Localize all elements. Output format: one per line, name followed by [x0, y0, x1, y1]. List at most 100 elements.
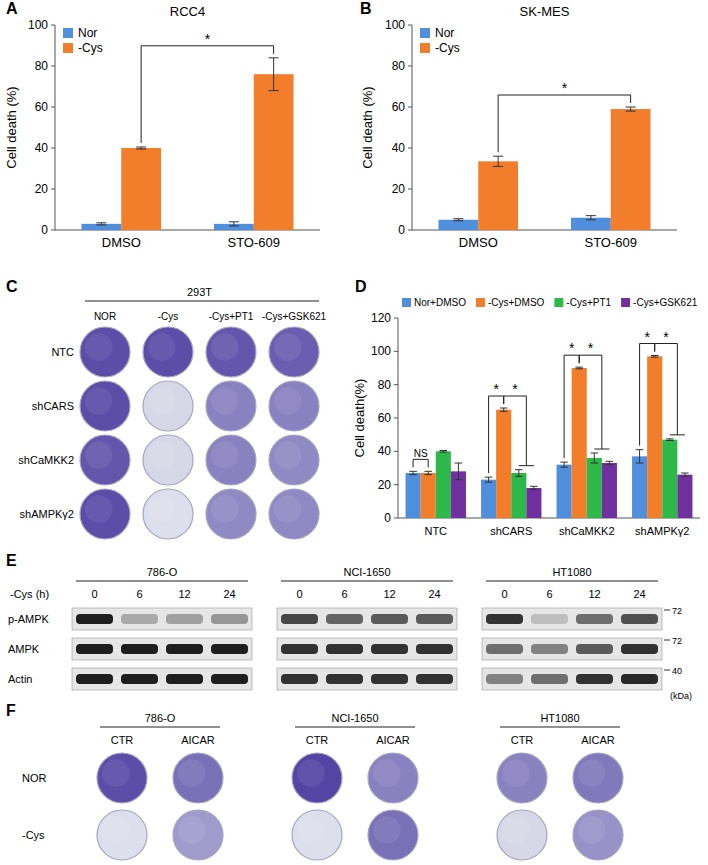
blot-band — [211, 644, 248, 654]
bar — [439, 220, 479, 230]
well-stain — [143, 489, 193, 539]
column-label: AICAR — [181, 734, 215, 746]
well — [269, 435, 319, 485]
error-bar — [440, 451, 448, 453]
panel-label: E — [6, 552, 17, 569]
y-tick — [394, 318, 398, 319]
legend-label: -Cys — [435, 41, 460, 55]
y-tick — [408, 230, 412, 231]
blot-band — [416, 614, 453, 624]
significance-label: * — [663, 329, 669, 345]
time-label: 12 — [588, 588, 600, 600]
well — [269, 327, 319, 377]
well-sheen — [148, 441, 176, 469]
well-sheen — [211, 495, 239, 523]
blot-band — [281, 614, 318, 624]
well-stain — [368, 810, 418, 860]
blot-band — [281, 644, 318, 654]
significance-bracket — [579, 355, 609, 449]
well-stain — [497, 810, 547, 860]
well-stain — [206, 381, 256, 431]
error-bar — [96, 223, 106, 225]
bar — [254, 74, 294, 230]
y-tick — [408, 107, 412, 108]
blot-strip — [482, 638, 662, 660]
column-label: AICAR — [376, 734, 410, 746]
well — [80, 489, 130, 539]
significance-bracket — [489, 396, 504, 473]
well — [80, 435, 130, 485]
error-bar — [424, 471, 432, 474]
cell-line-label: HT1080 — [540, 712, 579, 724]
bar — [436, 451, 451, 518]
blot-band — [76, 644, 113, 654]
cell-line-label: 786-O — [147, 566, 178, 578]
y-tick — [408, 25, 412, 26]
well — [368, 810, 418, 860]
error-bar — [269, 58, 279, 91]
header-line — [76, 581, 248, 582]
blot-band — [531, 644, 568, 654]
well-stain — [206, 327, 256, 377]
bar — [611, 109, 651, 230]
bar-chart: BSK-MES020406080100Cell death (%)DMSOSTO… — [360, 0, 677, 250]
blot-band — [76, 614, 113, 624]
well-stain — [497, 753, 547, 803]
well-sheen — [211, 333, 239, 361]
row-label: shCARS — [32, 400, 74, 412]
error-bar — [515, 470, 523, 477]
blot-band — [621, 644, 658, 654]
y-tick-label: 0 — [398, 223, 405, 237]
well-sheen — [211, 387, 239, 415]
blot-strip — [72, 608, 252, 630]
y-tick — [51, 189, 55, 190]
error-bar — [485, 477, 493, 482]
marker-tick — [664, 610, 670, 611]
panel-label: C — [6, 278, 18, 295]
legend-swatch — [420, 28, 430, 38]
error-bar — [530, 486, 538, 489]
bar — [647, 356, 662, 518]
well-sheen — [102, 816, 130, 844]
well-stain — [97, 810, 147, 860]
panel-label: D — [355, 278, 367, 295]
column-label: -Cys+PT1 — [209, 311, 254, 322]
header-line — [85, 301, 319, 302]
blot-band — [121, 614, 158, 624]
error-bar — [651, 356, 659, 358]
blot-strip — [482, 608, 662, 630]
error-bar — [453, 219, 463, 221]
significance-label: * — [562, 80, 568, 96]
blot-band — [211, 674, 248, 684]
blot-band — [326, 644, 363, 654]
well-sheen — [502, 816, 530, 844]
error-bar — [681, 473, 689, 476]
y-tick — [394, 451, 398, 452]
header-line — [295, 727, 415, 728]
y-tick — [408, 189, 412, 190]
blot-band — [371, 674, 408, 684]
y-tick-label: 80 — [392, 59, 406, 73]
panel-label: F — [6, 702, 16, 719]
category-label: shCARS — [490, 525, 532, 537]
y-tick-label: 0 — [41, 223, 48, 237]
well-stain — [173, 810, 223, 860]
bar — [602, 463, 617, 518]
legend-swatch — [420, 43, 430, 53]
error-bar — [606, 461, 614, 464]
column-label: -Cys+GSK621 — [262, 311, 327, 322]
well-stain — [269, 489, 319, 539]
y-tick — [408, 148, 412, 149]
well-sheen — [297, 759, 325, 787]
time-label: 6 — [341, 588, 347, 600]
significance-label: * — [569, 340, 575, 356]
treatment-label: -Cys (h) — [10, 588, 49, 600]
y-tick-label: 40 — [35, 141, 49, 155]
column-label: CTR — [111, 734, 134, 746]
well — [80, 381, 130, 431]
time-label: 24 — [223, 588, 235, 600]
marker-label: 72 — [672, 636, 682, 646]
marker-unit: (kDa) — [670, 691, 692, 701]
row-label: Actin — [8, 673, 32, 685]
blot-band — [486, 674, 523, 684]
